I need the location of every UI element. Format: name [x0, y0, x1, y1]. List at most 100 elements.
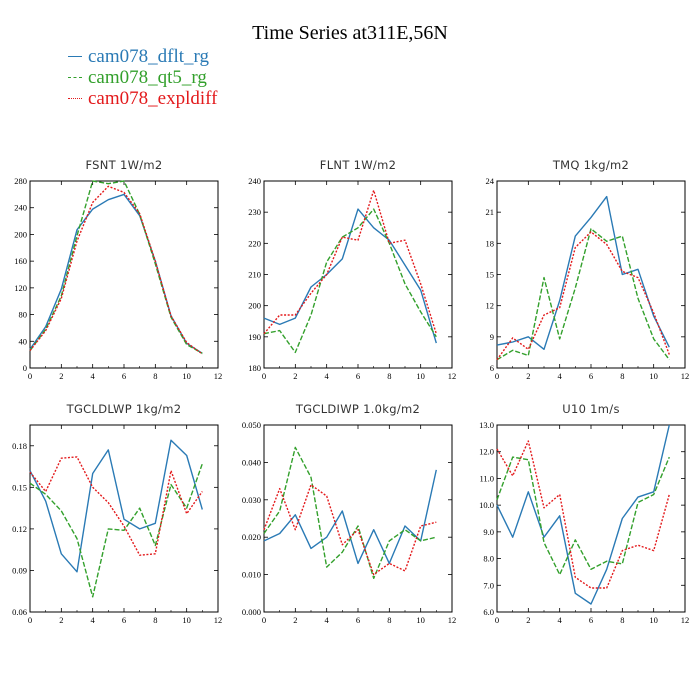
x-tick-label: 4: [558, 615, 563, 625]
series-line-expldiff: [263, 484, 437, 576]
x-tick-label: 10: [649, 371, 658, 381]
y-tick-label: 0.18: [12, 441, 27, 451]
panel-4: TGCLDIWP 1.0kg/m2 0 2 4 6 8 10 12 0.000 0.010 0.02…: [242, 402, 456, 625]
x-tick-label: 0: [495, 371, 499, 381]
y-tick-label: 230: [248, 207, 261, 217]
plot-frame: [496, 180, 686, 369]
y-tick-label: 15: [486, 270, 495, 280]
y-tick-label: 0.030: [242, 495, 261, 505]
y-tick-label: 0.020: [242, 532, 261, 542]
legend: cam078_dflt_rg cam078_qt5_rg cam078_expl…: [68, 46, 217, 109]
y-tick-label: 0.040: [242, 457, 261, 467]
panel-title: TGCLDIWP 1.0kg/m2: [295, 402, 420, 416]
x-tick-label: 8: [153, 615, 157, 625]
legend-swatch-dflt: [68, 56, 82, 57]
x-tick-label: 12: [448, 371, 457, 381]
y-tick-label: 0: [23, 363, 27, 373]
y-tick-label: 240: [14, 203, 27, 213]
y-tick-label: 40: [19, 336, 28, 346]
y-tick-label: 10.0: [479, 500, 494, 510]
series-line-dflt: [29, 193, 203, 354]
y-tick-label: 200: [14, 229, 27, 239]
series-line-expldiff: [496, 440, 670, 589]
series-line-qt5: [263, 208, 437, 354]
y-tick-label: 6.0: [483, 607, 494, 617]
x-tick-label: 0: [28, 615, 32, 625]
y-tick-label: 280: [14, 176, 27, 186]
series-line-dflt: [29, 439, 203, 573]
x-tick-label: 2: [526, 371, 530, 381]
x-tick-label: 0: [28, 371, 32, 381]
legend-swatch-qt5: [68, 77, 82, 78]
x-tick-label: 12: [214, 615, 223, 625]
x-tick-label: 10: [649, 615, 658, 625]
series-line-dflt: [263, 208, 437, 344]
legend-item-expldiff: cam078_expldiff: [68, 88, 217, 109]
panel-1: FLNT 1W/m2 0 2 4 6 8 10 12 180 190 200 210 220 230 240: [248, 158, 456, 381]
y-tick-label: 13.0: [479, 420, 494, 430]
y-tick-label: 7.0: [483, 580, 494, 590]
y-tick-label: 18: [486, 238, 495, 248]
x-tick-label: 12: [448, 615, 457, 625]
y-tick-label: 9: [490, 332, 494, 342]
x-tick-label: 6: [122, 371, 126, 381]
x-tick-label: 6: [356, 615, 360, 625]
plot-frame: [29, 180, 219, 369]
x-tick-label: 6: [589, 371, 593, 381]
x-tick-label: 10: [416, 371, 425, 381]
y-tick-label: 190: [248, 332, 261, 342]
y-tick-label: 6: [490, 363, 494, 373]
series-line-expldiff: [29, 456, 203, 556]
x-tick-label: 8: [620, 615, 624, 625]
series-line-qt5: [496, 228, 670, 361]
x-tick-label: 10: [416, 615, 425, 625]
y-tick-label: 21: [486, 207, 495, 217]
x-tick-label: 12: [214, 371, 223, 381]
y-tick-label: 12.0: [479, 447, 494, 457]
x-tick-label: 12: [681, 615, 690, 625]
legend-item-dflt: cam078_dflt_rg: [68, 46, 217, 67]
y-tick-label: 24: [486, 176, 495, 186]
x-tick-label: 4: [91, 371, 96, 381]
x-tick-label: 4: [325, 615, 330, 625]
series-line-qt5: [29, 180, 203, 354]
x-tick-label: 2: [59, 371, 63, 381]
series-line-qt5: [496, 456, 670, 576]
legend-label-dflt: cam078_dflt_rg: [88, 46, 210, 67]
y-tick-label: 160: [14, 256, 27, 266]
legend-label-qt5: cam078_qt5_rg: [88, 67, 207, 88]
panel-title: TMQ 1kg/m2: [552, 158, 629, 172]
y-tick-label: 11.0: [479, 473, 494, 483]
series-line-expldiff: [263, 189, 437, 335]
y-tick-label: 240: [248, 176, 261, 186]
series-line-dflt: [496, 195, 670, 350]
x-tick-label: 4: [91, 615, 96, 625]
y-tick-label: 0.000: [242, 607, 261, 617]
x-tick-label: 8: [387, 371, 391, 381]
series-line-expldiff: [496, 231, 670, 361]
series-line-qt5: [263, 446, 437, 579]
plot-frame: [496, 424, 686, 613]
y-tick-label: 9.0: [483, 527, 494, 537]
series-line-qt5: [29, 463, 203, 598]
y-tick-label: 8.0: [483, 554, 494, 564]
series-line-expldiff: [29, 185, 203, 355]
x-tick-label: 6: [122, 615, 126, 625]
y-tick-label: 0.12: [12, 524, 27, 534]
legend-swatch-expldiff: [68, 98, 82, 99]
x-tick-label: 8: [387, 615, 391, 625]
series-line-dflt: [496, 424, 670, 605]
x-tick-label: 0: [262, 371, 266, 381]
x-tick-label: 4: [325, 371, 330, 381]
x-tick-label: 6: [589, 615, 593, 625]
y-tick-label: 220: [248, 238, 261, 248]
panel-3: TGCLDLWP 1kg/m2 0 2 4 6 8 10 12 0.06 0.09 0.12 0.15…: [12, 402, 222, 625]
y-tick-label: 12: [486, 301, 495, 311]
x-tick-label: 2: [293, 615, 297, 625]
x-tick-label: 0: [495, 615, 499, 625]
figure-title: Time Series at311E,56N: [252, 22, 448, 44]
y-tick-label: 0.010: [242, 570, 261, 580]
legend-item-qt5: cam078_qt5_rg: [68, 67, 217, 88]
